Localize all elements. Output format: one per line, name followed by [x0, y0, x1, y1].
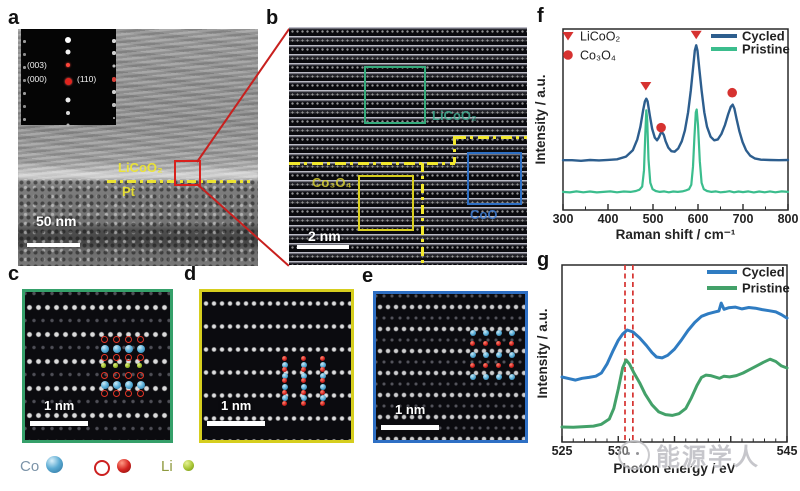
substrate-region-label: Pt	[122, 184, 135, 199]
diffraction-spot-column-center	[65, 37, 71, 43]
tem-image-a: (003) (000) (110) LiCoO₂ Pt 50 nm	[18, 29, 258, 266]
coo-zoom-image	[373, 291, 528, 443]
legend-label: Pristine	[742, 42, 790, 57]
panel-g-label: g	[537, 249, 550, 271]
panel-d-label: d	[184, 263, 197, 285]
scale-bar-e	[381, 425, 439, 430]
licoo2-peak-marker	[690, 30, 702, 40]
co3o4-zoom-image	[199, 289, 354, 443]
phase-boundary-line-h2	[455, 136, 527, 139]
diffraction-spot-column-right	[112, 39, 116, 43]
panel-c-label: c	[8, 263, 20, 285]
x-tick-label: 400	[598, 212, 619, 226]
scale-bar-label-e: 1 nm	[395, 402, 426, 417]
series-cycled	[560, 301, 789, 382]
panel-a-label: a	[8, 7, 20, 29]
watermark: 能源学人	[618, 437, 760, 472]
oxygen-sphere-icon	[117, 459, 131, 473]
oxygen-ring-icon	[94, 460, 110, 476]
x-tick-label: 800	[778, 212, 799, 226]
marker-legend-label: Co₃O₄	[580, 49, 616, 63]
legend-label: Cycled	[742, 29, 785, 44]
spot-000-label: (000)	[27, 74, 47, 84]
legend-label: Cycled	[742, 265, 785, 280]
x-tick-label: 500	[643, 212, 664, 226]
co-legend-label: Co	[20, 458, 40, 475]
stem-image-b: LiCoO₂ Co₃O₄ CoO 2 nm	[289, 27, 527, 265]
series-pristine	[561, 108, 790, 194]
coo-region-label: CoO	[470, 207, 498, 222]
scale-bar-c	[30, 421, 88, 426]
scale-bar-label-b: 2 nm	[308, 228, 341, 244]
phase-boundary-line-h1	[289, 162, 455, 165]
panel-b-label: b	[266, 7, 279, 29]
co3o4-peak-marker	[656, 122, 666, 133]
x-axis-title: Raman shift / cm⁻¹	[616, 227, 736, 242]
spot-110-label: (110)	[77, 74, 97, 84]
y-axis-title: Intensity / a.u.	[535, 74, 548, 164]
x-tick-label: 700	[733, 212, 754, 226]
legend-label: Pristine	[742, 281, 790, 296]
zoom-region-box	[174, 160, 201, 186]
phase-boundary-line-jog	[453, 136, 456, 163]
panel-e-label: e	[362, 265, 374, 287]
phase-boundary-line-v	[421, 163, 424, 265]
co3o4-peak-marker	[727, 87, 737, 98]
li-sphere-icon	[183, 460, 194, 471]
panel-f-label: f	[537, 5, 544, 27]
diffraction-spot-003	[66, 63, 70, 67]
co3o4-region-label: Co₃O₄	[312, 175, 352, 190]
scale-bar-b	[297, 245, 349, 249]
co3o4-marker-icon	[563, 50, 573, 60]
pt-layer-texture	[18, 179, 258, 266]
marker-legend-label: LiCoO₂	[580, 30, 620, 44]
diffraction-inset: (003) (000) (110)	[21, 29, 116, 125]
scale-bar-d	[207, 421, 265, 426]
scale-bar-label-d: 1 nm	[221, 398, 252, 413]
x-tick-label: 545	[777, 444, 798, 458]
licoo2-peak-marker	[640, 82, 652, 91]
co-sphere-icon	[46, 456, 63, 473]
scale-bar-a	[27, 243, 80, 247]
scale-bar-label-c: 1 nm	[44, 398, 75, 413]
scale-bar-label-a: 50 nm	[36, 213, 77, 229]
coo-region-box	[467, 152, 522, 205]
licoo2-region-box	[364, 66, 426, 124]
x-tick-label: 525	[552, 444, 573, 458]
series-pristine	[560, 357, 789, 429]
diffraction-spot-000	[64, 78, 72, 85]
licoo2-marker-icon	[562, 32, 574, 41]
diffraction-spot-column-left	[23, 40, 26, 43]
watermark-text: 能源学人	[656, 444, 760, 471]
spot-003-label: (003)	[27, 60, 47, 70]
licoo2-zoom-image	[22, 289, 173, 443]
diffraction-spot-110	[111, 77, 116, 82]
film-substrate-interface-band	[18, 172, 258, 179]
film-region-label: LiCoO₂	[118, 160, 163, 175]
co3o4-region-box	[358, 175, 414, 231]
series-cycled	[561, 44, 790, 163]
x-tick-label: 300	[553, 212, 574, 226]
y-axis-title: Intensity / a.u.	[535, 308, 550, 398]
li-legend-label: Li	[161, 458, 173, 475]
licoo2-region-label: LiCoO₂	[432, 108, 477, 123]
watermark-logo-icon	[618, 439, 650, 470]
x-tick-label: 600	[688, 212, 709, 226]
interface-dash-line-a	[107, 180, 250, 183]
